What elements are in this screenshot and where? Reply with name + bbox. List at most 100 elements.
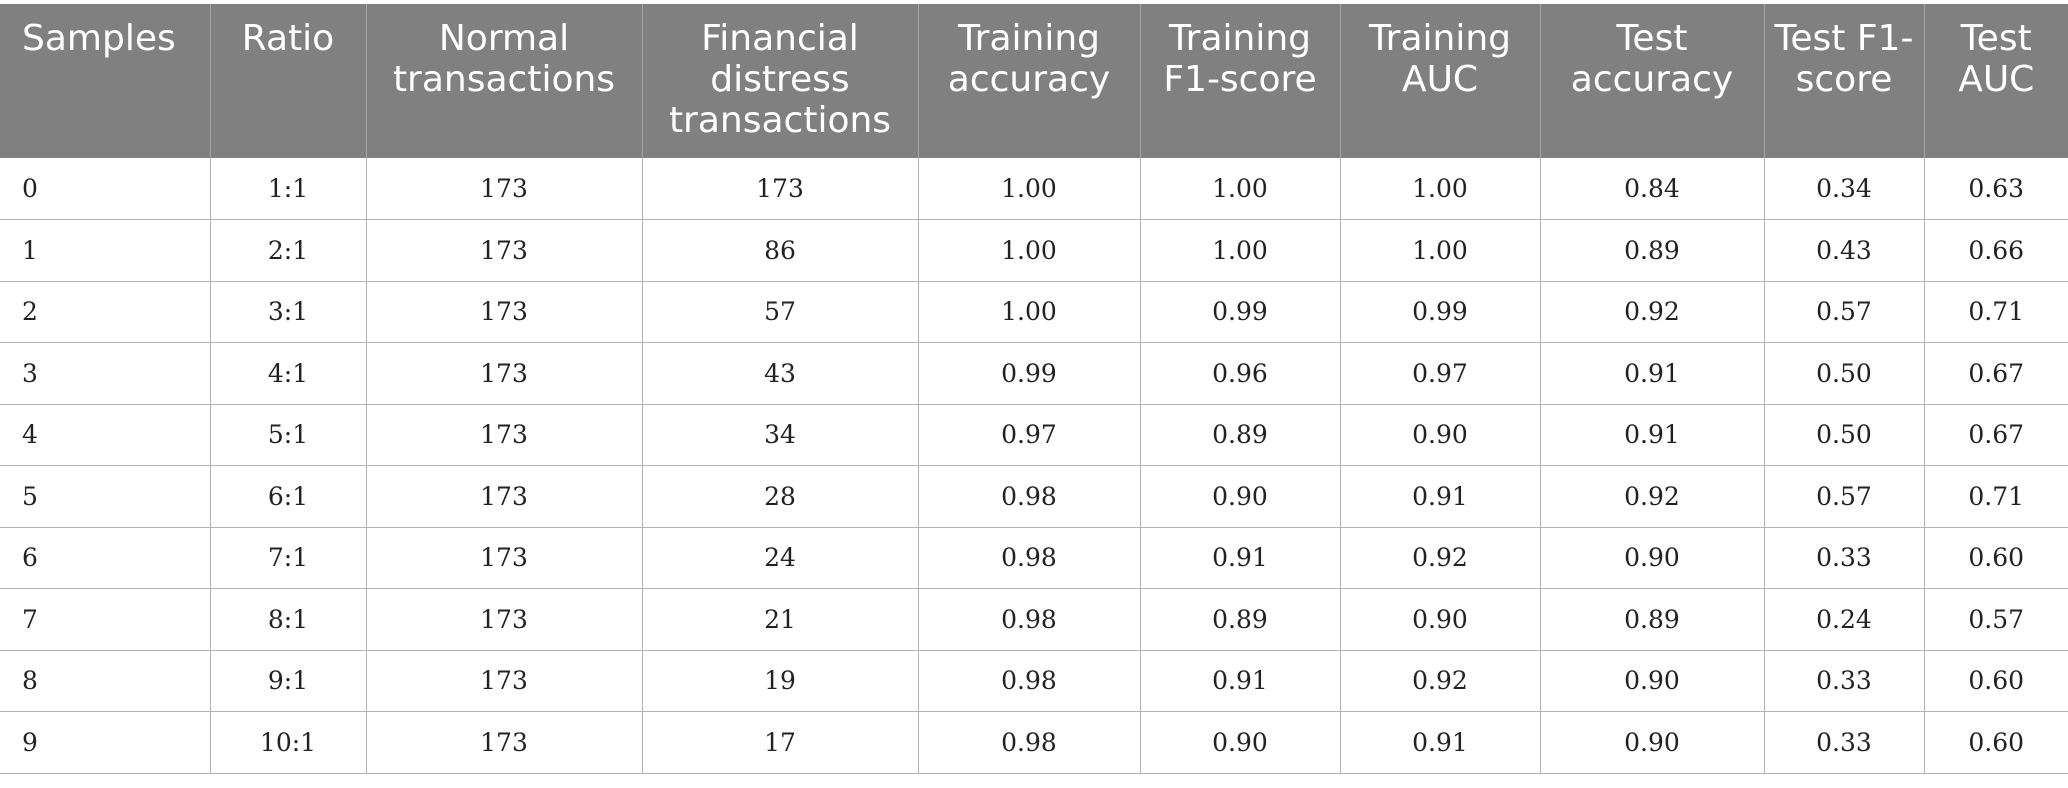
- cell-test-f1-score: 0.43: [1763, 219, 1924, 282]
- cell-test-accuracy: 0.90: [1539, 650, 1764, 712]
- cell-training-auc: 1.00: [1339, 158, 1540, 220]
- table-row: 3 4:1 173 43 0.99 0.96 0.97 0.91 0.50 0.67: [0, 342, 2068, 405]
- header-normal-transactions: Normal transactions: [365, 4, 642, 158]
- cell-training-f1-score: 1.00: [1139, 219, 1340, 282]
- cell-training-auc: 0.99: [1339, 281, 1540, 343]
- cell-test-auc: 0.67: [1923, 342, 2068, 405]
- cell-samples: 6: [0, 527, 210, 589]
- header-row: Samples Ratio Normal transactions Financ…: [0, 4, 2068, 158]
- cell-financial-distress-transactions: 24: [641, 527, 918, 589]
- cell-normal-transactions: 173: [365, 219, 642, 282]
- cell-test-accuracy: 0.92: [1539, 281, 1764, 343]
- cell-test-f1-score: 0.24: [1763, 588, 1924, 651]
- cell-training-auc: 1.00: [1339, 219, 1540, 282]
- cell-test-auc: 0.63: [1923, 158, 2068, 220]
- cell-financial-distress-transactions: 17: [641, 711, 918, 774]
- cell-test-f1-score: 0.33: [1763, 650, 1924, 712]
- cell-normal-transactions: 173: [365, 281, 642, 343]
- cell-financial-distress-transactions: 34: [641, 404, 918, 466]
- cell-training-auc: 0.91: [1339, 711, 1540, 774]
- cell-financial-distress-transactions: 21: [641, 588, 918, 651]
- cell-test-auc: 0.60: [1923, 711, 2068, 774]
- cell-training-accuracy: 1.00: [917, 281, 1140, 343]
- cell-financial-distress-transactions: 28: [641, 465, 918, 528]
- cell-training-f1-score: 0.96: [1139, 342, 1340, 405]
- cell-training-f1-score: 0.99: [1139, 281, 1340, 343]
- cell-test-auc: 0.71: [1923, 465, 2068, 528]
- header-test-accuracy: Test accuracy: [1539, 4, 1764, 158]
- cell-ratio: 7:1: [209, 527, 366, 589]
- cell-training-f1-score: 0.89: [1139, 404, 1340, 466]
- cell-ratio: 8:1: [209, 588, 366, 651]
- table-row: 8 9:1 173 19 0.98 0.91 0.92 0.90 0.33 0.60: [0, 650, 2068, 712]
- cell-training-auc: 0.90: [1339, 588, 1540, 651]
- cell-ratio: 10:1: [209, 711, 366, 774]
- cell-training-auc: 0.92: [1339, 527, 1540, 589]
- cell-training-accuracy: 1.00: [917, 158, 1140, 220]
- cell-test-auc: 0.60: [1923, 527, 2068, 589]
- cell-ratio: 6:1: [209, 465, 366, 528]
- header-ratio: Ratio: [209, 4, 366, 158]
- cell-training-accuracy: 0.98: [917, 711, 1140, 774]
- cell-training-auc: 0.92: [1339, 650, 1540, 712]
- cell-test-f1-score: 0.57: [1763, 281, 1924, 343]
- cell-test-accuracy: 0.92: [1539, 465, 1764, 528]
- cell-normal-transactions: 173: [365, 342, 642, 405]
- cell-test-f1-score: 0.50: [1763, 404, 1924, 466]
- cell-test-f1-score: 0.50: [1763, 342, 1924, 405]
- cell-normal-transactions: 173: [365, 588, 642, 651]
- cell-normal-transactions: 173: [365, 711, 642, 774]
- table-row: 7 8:1 173 21 0.98 0.89 0.90 0.89 0.24 0.57: [0, 588, 2068, 651]
- table-row: 4 5:1 173 34 0.97 0.89 0.90 0.91 0.50 0.67: [0, 404, 2068, 466]
- cell-training-accuracy: 0.97: [917, 404, 1140, 466]
- cell-training-accuracy: 1.00: [917, 219, 1140, 282]
- cell-training-auc: 0.91: [1339, 465, 1540, 528]
- cell-test-accuracy: 0.89: [1539, 219, 1764, 282]
- cell-normal-transactions: 173: [365, 650, 642, 712]
- header-financial-distress-transactions: Financial distress transactions: [641, 4, 918, 158]
- cell-financial-distress-transactions: 19: [641, 650, 918, 712]
- cell-samples: 8: [0, 650, 210, 712]
- cell-normal-transactions: 173: [365, 158, 642, 220]
- cell-ratio: 3:1: [209, 281, 366, 343]
- cell-test-auc: 0.57: [1923, 588, 2068, 651]
- cell-test-auc: 0.66: [1923, 219, 2068, 282]
- cell-ratio: 4:1: [209, 342, 366, 405]
- cell-ratio: 9:1: [209, 650, 366, 712]
- cell-training-accuracy: 0.98: [917, 465, 1140, 528]
- cell-test-accuracy: 0.90: [1539, 527, 1764, 589]
- cell-training-accuracy: 0.98: [917, 650, 1140, 712]
- table-body: 0 1:1 173 173 1.00 1.00 1.00 0.84 0.34 0.63 1 2:1 17…: [0, 158, 2068, 774]
- cell-samples: 1: [0, 219, 210, 282]
- cell-training-f1-score: 1.00: [1139, 158, 1340, 220]
- cell-training-f1-score: 0.90: [1139, 711, 1340, 774]
- cell-samples: 5: [0, 465, 210, 528]
- table-row: 1 2:1 173 86 1.00 1.00 1.00 0.89 0.43 0.66: [0, 219, 2068, 282]
- cell-samples: 9: [0, 711, 210, 774]
- table-header: Samples Ratio Normal transactions Financ…: [0, 4, 2068, 158]
- table-row: 5 6:1 173 28 0.98 0.90 0.91 0.92 0.57 0.71: [0, 465, 2068, 528]
- cell-test-f1-score: 0.33: [1763, 527, 1924, 589]
- cell-test-accuracy: 0.84: [1539, 158, 1764, 220]
- cell-normal-transactions: 173: [365, 404, 642, 466]
- cell-samples: 0: [0, 158, 210, 220]
- table-row: 0 1:1 173 173 1.00 1.00 1.00 0.84 0.34 0.63: [0, 158, 2068, 220]
- header-samples: Samples: [0, 4, 210, 158]
- header-test-f1-score: Test F1-score: [1763, 4, 1924, 158]
- cell-test-accuracy: 0.91: [1539, 404, 1764, 466]
- header-test-auc: Test AUC: [1923, 4, 2068, 158]
- cell-financial-distress-transactions: 43: [641, 342, 918, 405]
- cell-training-f1-score: 0.91: [1139, 650, 1340, 712]
- cell-test-auc: 0.67: [1923, 404, 2068, 466]
- table-row: 9 10:1 173 17 0.98 0.90 0.91 0.90 0.33 0.60: [0, 711, 2068, 774]
- cell-training-auc: 0.90: [1339, 404, 1540, 466]
- cell-test-accuracy: 0.89: [1539, 588, 1764, 651]
- header-training-f1-score: Training F1-score: [1139, 4, 1340, 158]
- cell-samples: 7: [0, 588, 210, 651]
- cell-training-f1-score: 0.90: [1139, 465, 1340, 528]
- cell-test-f1-score: 0.34: [1763, 158, 1924, 220]
- cell-test-f1-score: 0.57: [1763, 465, 1924, 528]
- cell-financial-distress-transactions: 57: [641, 281, 918, 343]
- cell-financial-distress-transactions: 173: [641, 158, 918, 220]
- cell-ratio: 2:1: [209, 219, 366, 282]
